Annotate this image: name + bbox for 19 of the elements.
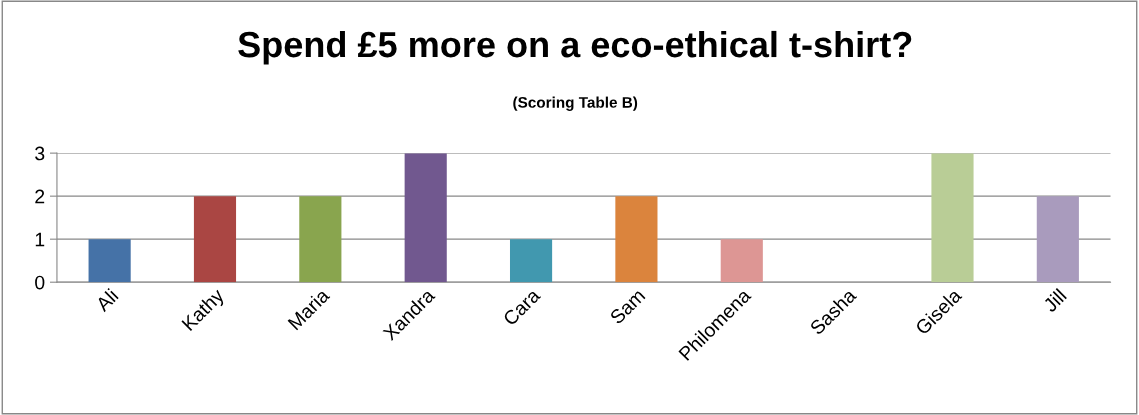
chart-title: Spend £5 more on a eco-ethical t-shirt? (238, 30, 912, 65)
chart-subtitle: (Scoring Table B) (513, 96, 638, 111)
y-tick-label: 2 (35, 189, 45, 204)
bar (404, 153, 447, 283)
bar (1036, 196, 1079, 283)
x-tick-label: Cara (502, 287, 542, 327)
bar (193, 196, 237, 283)
x-tick-label: Ali (94, 287, 119, 313)
bar (88, 239, 131, 283)
y-tick-label: 3 (35, 146, 45, 161)
bar (615, 196, 658, 283)
y-tick-label: 0 (35, 275, 45, 290)
bar (509, 239, 553, 283)
bar (720, 239, 763, 283)
x-tick-label: Sam (609, 288, 646, 325)
x-tick-label: Jill (1042, 287, 1068, 313)
y-tick-label: 1 (35, 232, 45, 247)
bar (931, 153, 974, 283)
bar (299, 196, 342, 283)
